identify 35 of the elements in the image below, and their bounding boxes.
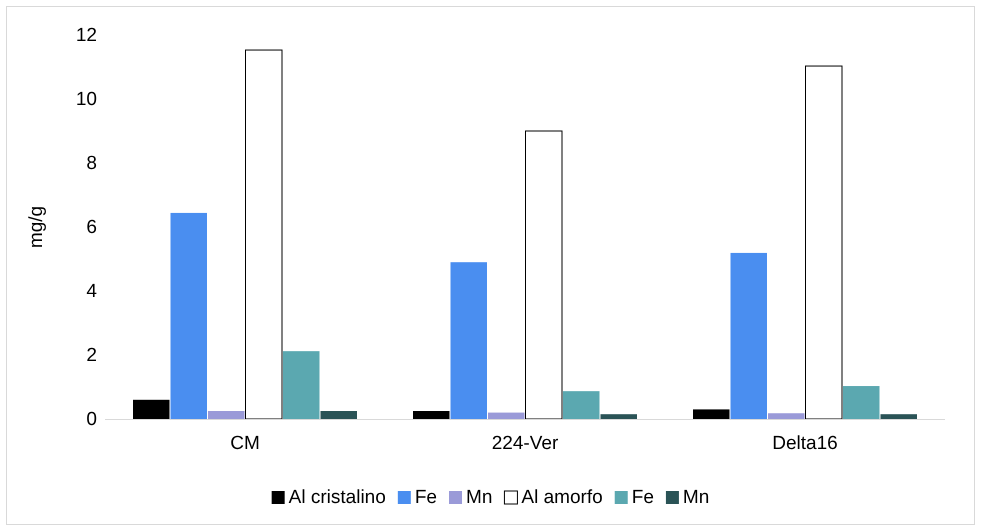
bar [563,391,600,419]
y-tick-label: 10 [76,89,97,110]
legend-label: Mn [466,487,492,508]
y-tick-label: 0 [86,409,97,430]
bar [283,351,320,419]
bar [245,50,282,420]
y-tick-label: 6 [86,217,97,238]
bar [488,412,524,419]
bar [133,400,170,419]
bar [208,411,244,419]
legend-label: Fe [632,487,654,508]
bar [843,386,880,419]
bar [730,252,767,419]
legend-label: Mn [682,487,710,508]
y-tick-label: 2 [86,345,97,366]
bar [413,411,450,419]
x-tick-label: Delta16 [772,433,838,454]
y-tick-label: 8 [86,153,97,174]
legend-label: Fe [414,487,438,508]
x-tick-label: 224-Ver [492,433,559,454]
y-tick-label: 4 [86,281,98,302]
x-tick-label: CM [230,433,260,454]
y-tick-label: 12 [76,25,97,46]
legend-label: Al amorfo [521,487,603,508]
bar [600,414,637,419]
bar [693,409,730,419]
bar [320,411,357,419]
bar [170,212,207,419]
bar [525,130,562,420]
bar [768,413,804,419]
bar [450,262,487,419]
y-axis-title: mg/g [26,206,47,248]
bar [880,414,917,419]
bar [805,66,842,420]
legend-label: Al cristalino [288,487,386,508]
